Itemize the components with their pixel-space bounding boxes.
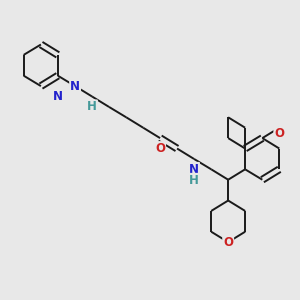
Text: O: O — [155, 142, 165, 155]
Text: H: H — [87, 100, 97, 113]
Text: N: N — [53, 90, 63, 103]
Text: H: H — [189, 174, 199, 187]
Text: O: O — [274, 127, 284, 140]
Text: O: O — [223, 236, 233, 249]
Text: N: N — [189, 163, 199, 176]
Text: N: N — [70, 80, 80, 93]
